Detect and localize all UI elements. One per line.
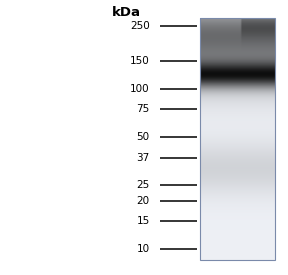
Text: 10: 10 [137,244,150,254]
Bar [200,18,275,260]
Text: 75: 75 [137,104,150,114]
Text: 50: 50 [137,132,150,142]
Text: 250: 250 [130,21,150,31]
Text: 20: 20 [137,196,150,206]
Text: 37: 37 [137,153,150,163]
Text: 100: 100 [130,84,150,94]
Text: kDa: kDa [112,6,141,19]
Text: 15: 15 [137,216,150,225]
Text: 150: 150 [130,56,150,66]
Text: 25: 25 [137,180,150,190]
